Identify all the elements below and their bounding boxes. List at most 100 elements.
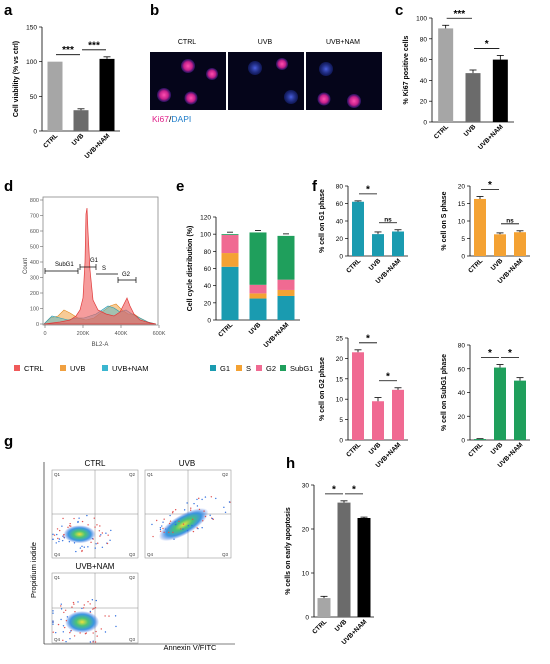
category-label: CTRL: [345, 257, 362, 274]
event-dot: [92, 538, 94, 540]
y-tick-label: 0: [461, 254, 465, 261]
event-dot: [52, 621, 54, 624]
stain-separator: /: [169, 114, 172, 124]
event-dot: [215, 497, 217, 500]
significance-label: *: [488, 348, 492, 359]
category-label: CTRL: [42, 132, 59, 149]
category-label: UVB+NAM: [477, 123, 505, 151]
quadrant-label-q4: Q4: [54, 552, 61, 557]
event-dot: [203, 510, 205, 512]
panel-letter-e: e: [176, 178, 185, 195]
histogram-x-ticks: 0 200K 400K 600K: [43, 325, 166, 337]
chart-h: 0 10 20 30 % cells on early apoptosis CTRL UVB…: [285, 483, 374, 646]
nucleus: [284, 90, 298, 104]
bar-uvb: [465, 73, 481, 122]
y-tick-label: 15: [458, 201, 466, 208]
legend-swatch-s: [236, 365, 242, 371]
panel-e-legend: G1 S G2 SubG1: [210, 364, 313, 373]
histogram-y-tick-label: 300: [30, 276, 39, 282]
legend-swatch-uvb: [60, 365, 66, 371]
event-dot: [180, 528, 182, 530]
event-dot: [70, 630, 72, 632]
event-dot: [202, 520, 204, 522]
gate-subg1: SubG1: [44, 262, 79, 274]
event-dot: [152, 535, 154, 538]
event-dot: [62, 535, 64, 537]
legend-label-g1: G1: [220, 364, 230, 373]
event-dot: [100, 534, 102, 536]
event-dot: [73, 635, 76, 637]
event-dot: [174, 509, 177, 511]
dotplots: Q1 Q2 Q3 Q4 Q1 Q2 Q3 Q4 Q1 Q2 Q3 Q4: [51, 469, 232, 644]
histogram-xlabel: BL2-A: [92, 342, 109, 348]
y-tick-label: 40: [458, 390, 466, 397]
event-dot: [58, 540, 60, 543]
y-tick-label: 0: [423, 120, 427, 127]
legend-label-s: S: [246, 364, 251, 373]
category-label: UVB: [463, 123, 478, 138]
gate-g2: G2: [117, 272, 137, 283]
bar-ctrl: [474, 198, 486, 256]
event-dot: [63, 611, 65, 614]
event-dot: [191, 518, 194, 521]
y-tick-label: 50: [30, 94, 38, 101]
chart-f2-ylabel: % cell on S phase: [441, 191, 448, 250]
histogram-y-tick-label: 0: [36, 322, 39, 328]
category-label: UVB: [71, 132, 86, 147]
significance-label: ns: [384, 216, 392, 223]
y-tick-label: 20: [336, 236, 344, 243]
event-dot: [58, 529, 61, 532]
y-tick-label: 0: [33, 129, 37, 136]
event-dot: [193, 502, 195, 505]
panel-letter-g: g: [4, 433, 14, 450]
panel-letter-a: a: [4, 2, 13, 19]
significance-label: *: [485, 39, 489, 50]
bar-uvb: [372, 401, 384, 440]
category-label: CTRL: [467, 441, 484, 458]
event-dot: [182, 523, 185, 525]
event-dot: [204, 496, 207, 498]
event-dot: [61, 539, 64, 542]
bar-uvb: [73, 110, 89, 131]
event-dot: [115, 625, 117, 628]
event-dot: [106, 542, 109, 545]
y-tick-label: 80: [458, 343, 466, 350]
bar-s-uvb-nam: [277, 289, 295, 296]
event-dot: [211, 517, 214, 520]
quadrant-label-q1: Q1: [147, 472, 154, 477]
nucleus: [319, 62, 333, 76]
y-tick-label: 40: [336, 219, 344, 226]
event-dot: [92, 641, 94, 643]
chart-f3-ylabel: % cell on G2 phase: [319, 357, 326, 421]
bar-ctrl: [474, 439, 486, 440]
gate-g1: G1: [79, 258, 99, 270]
bar-uvb: [337, 502, 351, 617]
event-dot: [174, 521, 176, 523]
event-dot: [95, 599, 97, 602]
event-dot: [168, 531, 170, 534]
event-dot: [52, 610, 54, 612]
chart-c: 0 20 40 60 80 100 % Ki67 positive cells CTRL UVB…: [403, 9, 514, 151]
bar-uvb-nam: [392, 231, 404, 256]
event-dot: [60, 608, 63, 610]
event-dot: [105, 532, 107, 534]
event-dot: [182, 528, 184, 530]
quadrant-label-q2: Q2: [129, 575, 136, 580]
event-dot: [87, 524, 89, 526]
event-dot: [69, 522, 71, 525]
event-dot: [110, 529, 112, 532]
category-label: UVB: [334, 618, 349, 633]
event-dot: [171, 512, 174, 514]
significance-label: *: [366, 333, 370, 344]
nucleus: [184, 91, 198, 105]
event-dot: [89, 641, 92, 643]
quadrant-label-q3: Q3: [129, 552, 136, 557]
panel-letter-b: b: [150, 2, 160, 19]
event-dot: [172, 531, 174, 534]
y-tick-label: 80: [420, 36, 428, 43]
event-dot: [100, 628, 102, 630]
event-dot: [178, 520, 180, 522]
